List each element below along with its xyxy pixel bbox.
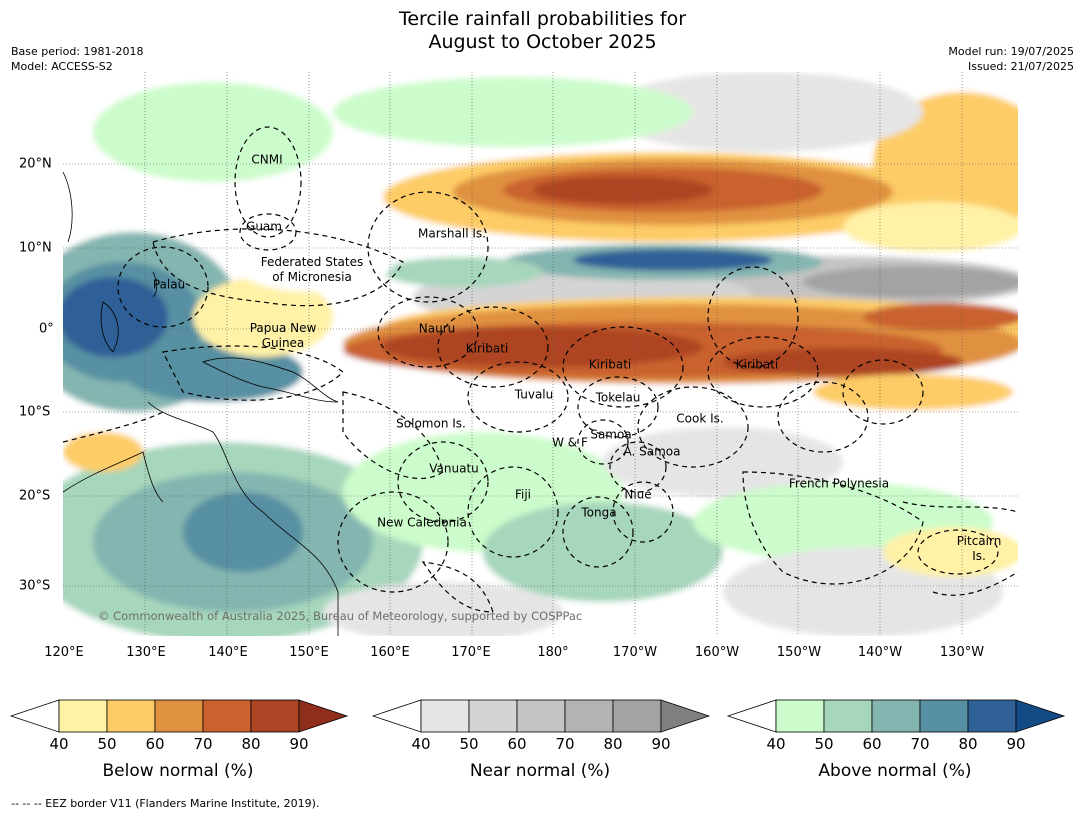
region-label-fiji: Fiji <box>515 488 531 503</box>
colorbars <box>0 696 1085 736</box>
cbar-below-extend-max <box>299 700 347 732</box>
region-label-solomon-is: Solomon Is. <box>396 417 466 432</box>
lon-label: 170°W <box>613 645 657 660</box>
cbar-near-segment <box>469 700 517 732</box>
lon-label: 140°W <box>858 645 902 660</box>
cbar-below-segment <box>59 700 107 732</box>
lon-label: 130°E <box>126 645 166 660</box>
cbar-near-segment <box>517 700 565 732</box>
lon-label: 150°E <box>289 645 329 660</box>
cbar-near-tick: 60 <box>507 735 526 753</box>
region-label-tuvalu: Tuvalu <box>515 388 554 403</box>
cbar-below-tick: 90 <box>289 735 308 753</box>
cbar-near-segment <box>421 700 469 732</box>
lat-label: 10°N <box>19 241 52 256</box>
cbar-below-segment <box>107 700 155 732</box>
cbar-below-tick: 50 <box>97 735 116 753</box>
cbar-near-segment <box>565 700 613 732</box>
eez-footnote: -- -- -- EEZ border V11 (Flanders Marine… <box>11 797 319 810</box>
region-label-french-polynesia: French Polynesia <box>789 477 889 492</box>
cbar-above-segment <box>824 700 872 732</box>
cbar-below-tick: 40 <box>49 735 68 753</box>
lon-label: 140°E <box>208 645 248 660</box>
lat-label: 20°S <box>19 489 50 504</box>
region-label-tokelau: Tokelau <box>596 391 641 406</box>
cbar-above-tick: 90 <box>1006 735 1025 753</box>
lon-label: 160°E <box>370 645 410 660</box>
cbar-near-tick: 40 <box>411 735 430 753</box>
cbar-below-segment <box>251 700 299 732</box>
region-label-fsm: Federated States of Micronesia <box>261 255 363 285</box>
lat-label: 10°S <box>19 405 50 420</box>
region-label-vanuatu: Vanuatu <box>429 462 479 477</box>
region-label-wallis-futuna: W & F <box>552 436 588 451</box>
region-label-marshall-is: Marshall Is. <box>418 227 486 242</box>
cbar-above-segment <box>872 700 920 732</box>
cbar-near-tick: 90 <box>651 735 670 753</box>
cbar-below-title: Below normal (%) <box>103 761 254 781</box>
map-title-line-1: Tercile rainfall probabilities for <box>0 8 1085 30</box>
cbar-above-tick: 60 <box>862 735 881 753</box>
cbar-above-title: Above normal (%) <box>818 761 971 781</box>
region-label-cnmi: CNMI <box>251 153 282 168</box>
cbar-above-tick: 40 <box>766 735 785 753</box>
cbar-below-tick: 70 <box>193 735 212 753</box>
cbar-above-tick: 70 <box>910 735 929 753</box>
cbar-near-segment <box>613 700 661 732</box>
region-label-new-caledonia: New Caledonia <box>377 516 467 531</box>
region-label-png: Papua New Guinea <box>250 321 317 351</box>
cbar-below-segment <box>203 700 251 732</box>
region-label-kiribati-east: Kiribati <box>736 358 778 373</box>
probability-map: CNMI Guam Marshall Is. Federated States … <box>63 72 1018 636</box>
region-label-samoa: Samoa <box>590 428 631 443</box>
lat-label: 20°N <box>19 157 52 172</box>
lon-label: 120°E <box>44 645 84 660</box>
cbar-near-extend-max <box>661 700 709 732</box>
region-label-cook-is: Cook Is. <box>676 412 723 427</box>
region-label-kiribati-west: Kiribati <box>466 342 508 357</box>
region-label-palau: Palau <box>153 278 185 293</box>
cbar-near-tick: 50 <box>459 735 478 753</box>
region-label-guam: Guam <box>246 220 282 235</box>
base-period-label: Base period: 1981-2018 <box>11 44 143 59</box>
cbar-near-tick: 80 <box>603 735 622 753</box>
cbar-near-title: Near normal (%) <box>470 761 610 781</box>
cbar-above-extend-min <box>728 700 776 732</box>
cbar-above-tick: 50 <box>814 735 833 753</box>
cbar-below-extend-min <box>11 700 59 732</box>
lon-label: 160°W <box>695 645 739 660</box>
region-label-pitcairn-is: Pitcairn Is. <box>957 534 1002 564</box>
cbar-near-extend-min <box>373 700 421 732</box>
cbar-below-tick: 60 <box>145 735 164 753</box>
lon-label: 180° <box>537 645 568 660</box>
cbar-above-segment <box>776 700 824 732</box>
region-label-kiribati-central: Kiribati <box>589 358 631 373</box>
cbar-above-segment <box>968 700 1016 732</box>
region-label-american-samoa: A. Samoa <box>624 445 681 460</box>
cbar-above-segment <box>920 700 968 732</box>
model-run-label: Model run: 19/07/2025 <box>948 44 1074 59</box>
cbar-near-tick: 70 <box>555 735 574 753</box>
lon-label: 150°W <box>777 645 821 660</box>
probability-field <box>63 72 1018 636</box>
lon-label: 170°E <box>451 645 491 660</box>
lat-label: 0° <box>39 322 54 337</box>
region-label-nauru: Nauru <box>419 322 455 337</box>
lon-label: 130°W <box>940 645 984 660</box>
region-label-tonga: Tonga <box>581 506 616 521</box>
copyright-text: © Commonwealth of Australia 2025, Bureau… <box>98 609 582 623</box>
map-canvas <box>63 72 1018 636</box>
cbar-above-extend-max <box>1016 700 1064 732</box>
cbar-below-segment <box>155 700 203 732</box>
cbar-below-tick: 80 <box>241 735 260 753</box>
lat-label: 30°S <box>19 579 50 594</box>
map-title-line-2: August to October 2025 <box>0 31 1085 53</box>
region-label-niue: Niue <box>624 488 651 503</box>
cbar-above-tick: 80 <box>958 735 977 753</box>
